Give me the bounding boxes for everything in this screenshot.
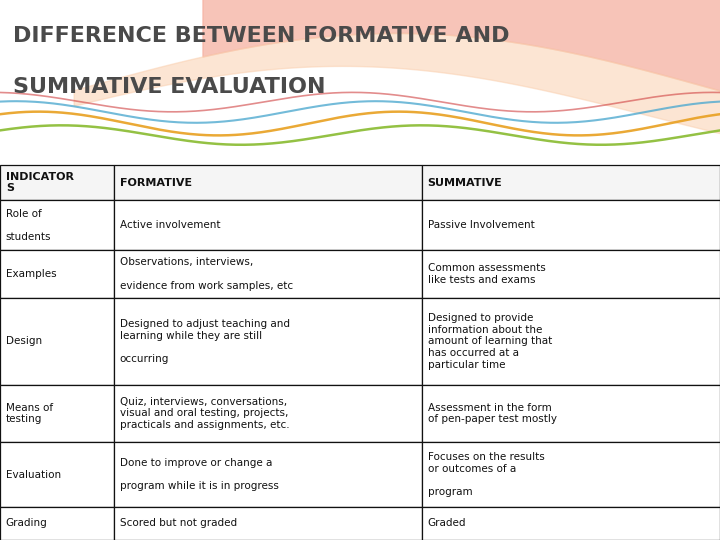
Text: Assessment in the form
of pen-paper test mostly: Assessment in the form of pen-paper test… [428,403,557,424]
Bar [0,384,114,442]
Text: Role of

students: Role of students [6,208,51,242]
Text: Grading: Grading [6,518,48,528]
Bar [114,250,422,298]
Text: Designed to adjust teaching and
learning while they are still

occurring: Designed to adjust teaching and learning… [120,319,289,364]
Text: SUMMATIVE: SUMMATIVE [428,178,503,187]
Bar [114,200,422,250]
Bar [422,250,720,298]
Text: Means of
testing: Means of testing [6,403,53,424]
Text: Focuses on the results
or outcomes of a

program: Focuses on the results or outcomes of a … [428,452,544,497]
Bar [422,165,720,200]
Bar [0,442,114,507]
Text: Passive Involvement: Passive Involvement [428,220,534,230]
Bar [114,298,422,384]
Text: Observations, interviews,

evidence from work samples, etc: Observations, interviews, evidence from … [120,258,292,291]
Bar [0,0,720,165]
Bar [422,507,720,540]
Bar [114,442,422,507]
Text: Done to improve or change a

program while it is in progress: Done to improve or change a program whil… [120,458,279,491]
Text: DIFFERENCE BETWEEN FORMATIVE AND: DIFFERENCE BETWEEN FORMATIVE AND [13,26,510,46]
Bar [422,384,720,442]
Text: FORMATIVE: FORMATIVE [120,178,192,187]
Text: Common assessments
like tests and exams: Common assessments like tests and exams [428,264,546,285]
Text: Designed to provide
information about the
amount of learning that
has occurred a: Designed to provide information about th… [428,313,552,369]
Text: SUMMATIVE EVALUATION: SUMMATIVE EVALUATION [13,77,325,97]
Text: Graded: Graded [428,518,466,528]
Text: Scored but not graded: Scored but not graded [120,518,237,528]
Bar [0,165,114,200]
Bar [422,200,720,250]
Text: Quiz, interviews, conversations,
visual and oral testing, projects,
practicals a: Quiz, interviews, conversations, visual … [120,397,289,430]
Text: Examples: Examples [6,269,56,279]
Bar [0,507,114,540]
Bar [114,165,422,200]
Bar [114,507,422,540]
Bar [0,250,114,298]
Bar [422,298,720,384]
Bar [0,298,114,384]
Text: Active involvement: Active involvement [120,220,220,230]
Text: Evaluation: Evaluation [6,469,61,480]
Text: Design: Design [6,336,42,346]
Bar [114,384,422,442]
Bar [422,442,720,507]
Bar [0,200,114,250]
Text: INDICATOR
S: INDICATOR S [6,172,73,193]
